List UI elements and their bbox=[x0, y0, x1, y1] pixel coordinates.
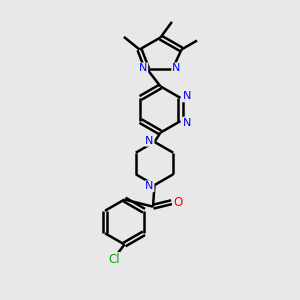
Text: N: N bbox=[145, 181, 154, 191]
Text: O: O bbox=[173, 196, 182, 209]
Text: Cl: Cl bbox=[108, 253, 119, 266]
Text: N: N bbox=[183, 118, 191, 128]
Text: N: N bbox=[145, 136, 154, 146]
Text: N: N bbox=[172, 63, 181, 74]
Text: N: N bbox=[139, 63, 147, 74]
Text: N: N bbox=[183, 92, 191, 101]
